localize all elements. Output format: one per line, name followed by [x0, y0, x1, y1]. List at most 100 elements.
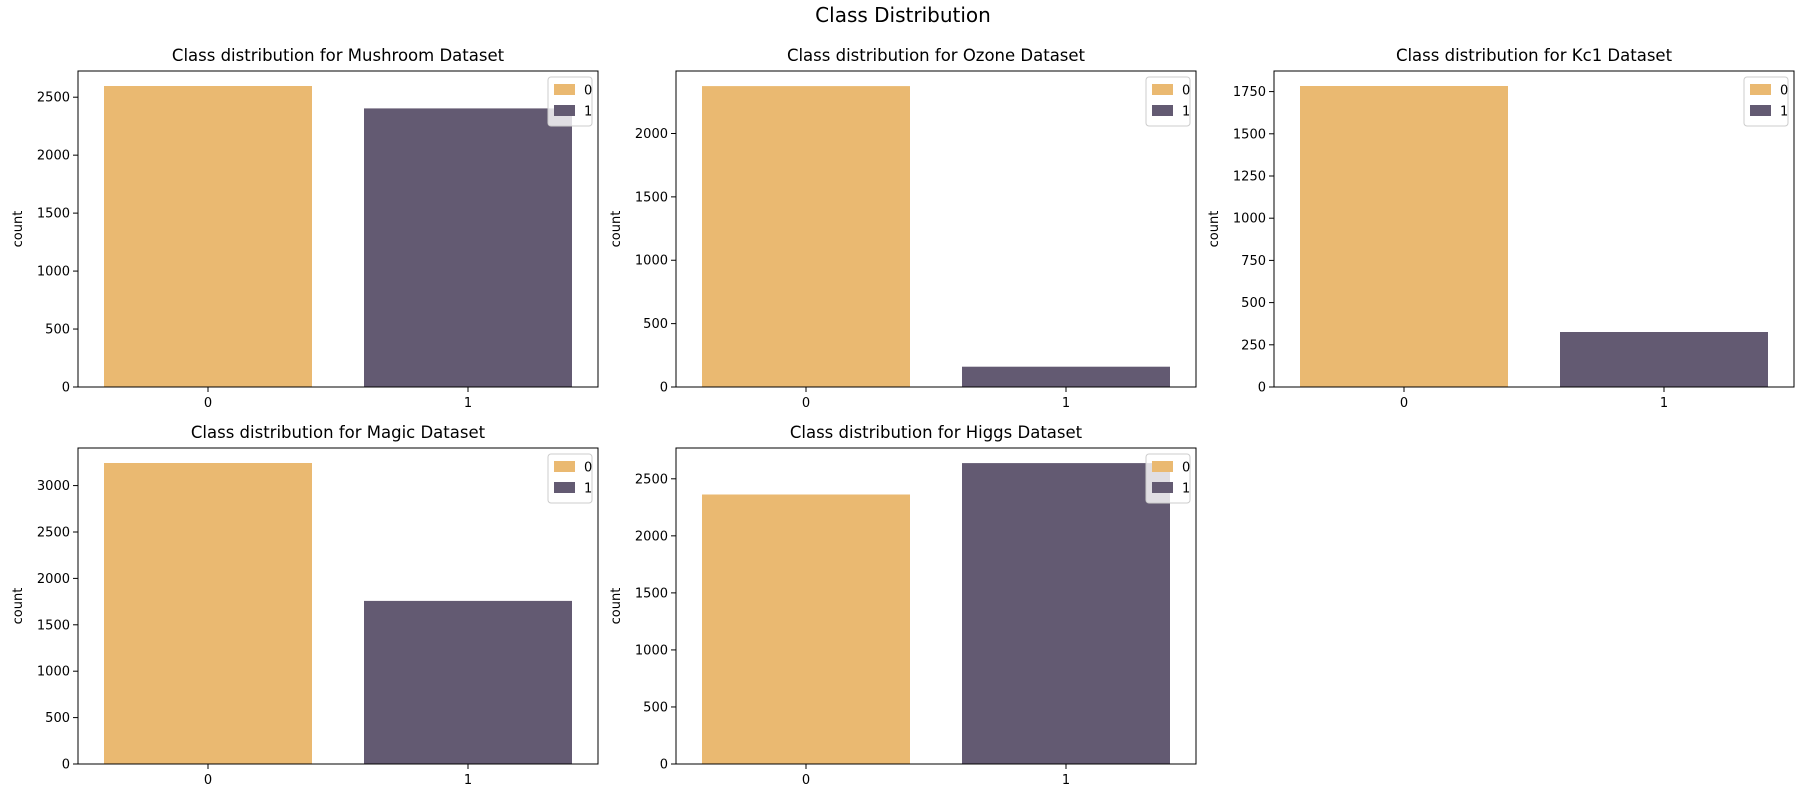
- legend-label-0: 0: [584, 461, 592, 476]
- y-tick-label: 500: [45, 711, 70, 726]
- y-tick-label: 0: [660, 758, 668, 773]
- y-tick-label: 0: [62, 381, 70, 396]
- bar-class-1: [364, 108, 572, 388]
- y-tick-label: 3000: [37, 479, 70, 494]
- x-tick-label: 1: [1660, 396, 1668, 411]
- legend-label-0: 0: [584, 84, 592, 99]
- x-tick-label: 0: [204, 773, 212, 788]
- x-tick-label: 0: [802, 773, 810, 788]
- legend-label-0: 0: [1182, 84, 1190, 99]
- legend-swatch-0: [1750, 84, 1771, 95]
- legend-swatch-1: [1152, 105, 1173, 116]
- y-axis-label: count: [609, 211, 624, 248]
- y-tick-label: 1500: [37, 618, 70, 633]
- chart-title: Class distribution for Kc1 Dataset: [1396, 46, 1673, 65]
- legend-label-0: 0: [1780, 84, 1788, 99]
- chart-title: Class distribution for Higgs Dataset: [790, 423, 1083, 442]
- y-tick-label: 1000: [635, 254, 668, 269]
- legend-swatch-1: [1750, 105, 1771, 116]
- axes-frame: [1273, 70, 1795, 388]
- y-tick-label: 2500: [37, 525, 70, 540]
- y-tick-label: 250: [1241, 338, 1266, 353]
- y-tick-label: 750: [1241, 254, 1266, 269]
- chart-title: Class distribution for Ozone Dataset: [787, 46, 1086, 65]
- y-tick-label: 1000: [37, 665, 70, 680]
- bar-class-0: [104, 86, 312, 387]
- y-tick-label: 2000: [37, 572, 70, 587]
- bar-class-1: [962, 463, 1170, 764]
- x-tick-label: 0: [204, 396, 212, 411]
- x-tick-label: 0: [1400, 396, 1408, 411]
- legend-label-0: 0: [1182, 461, 1190, 476]
- legend: 01: [1145, 76, 1191, 127]
- y-tick-label: 2000: [37, 149, 70, 164]
- bar-class-1: [1560, 332, 1768, 387]
- y-tick-label: 500: [643, 700, 668, 715]
- bar-class-0: [702, 494, 910, 764]
- y-tick-label: 1500: [635, 190, 668, 205]
- bar-class-1: [364, 600, 572, 764]
- y-tick-label: 2000: [635, 529, 668, 544]
- legend-label-1: 1: [584, 105, 592, 120]
- legend: 01: [547, 76, 593, 127]
- y-axis-label: count: [609, 588, 624, 625]
- y-tick-label: 500: [643, 317, 668, 332]
- y-axis-label: count: [1207, 211, 1222, 248]
- bar-class-0: [1300, 86, 1508, 387]
- chart-title: Class distribution for Mushroom Dataset: [172, 46, 505, 65]
- legend: 01: [1145, 453, 1191, 504]
- y-tick-label: 500: [45, 323, 70, 338]
- y-tick-label: 1250: [1233, 169, 1266, 184]
- y-tick-label: 2500: [37, 91, 70, 106]
- axes-frame: [675, 70, 1197, 388]
- y-tick-label: 2000: [635, 127, 668, 142]
- axes-frame: [77, 70, 599, 388]
- figure-title: Class Distribution: [815, 3, 991, 27]
- axes-frame: [675, 447, 1197, 765]
- chart-title: Class distribution for Magic Dataset: [191, 423, 486, 442]
- axes-frame: [77, 447, 599, 765]
- y-tick-label: 500: [1241, 296, 1266, 311]
- legend: 01: [547, 453, 593, 504]
- x-tick-label: 1: [1062, 396, 1070, 411]
- y-tick-label: 1000: [37, 265, 70, 280]
- x-tick-label: 1: [1062, 773, 1070, 788]
- x-tick-label: 1: [464, 773, 472, 788]
- y-tick-label: 1500: [1233, 127, 1266, 142]
- legend-swatch-1: [554, 482, 575, 493]
- bar-class-0: [104, 463, 312, 764]
- legend-swatch-1: [1152, 482, 1173, 493]
- legend-label-1: 1: [1780, 105, 1788, 120]
- y-tick-label: 0: [660, 381, 668, 396]
- y-tick-label: 1000: [1233, 212, 1266, 227]
- legend-swatch-0: [554, 461, 575, 472]
- legend-swatch-0: [1152, 84, 1173, 95]
- y-tick-label: 0: [62, 758, 70, 773]
- x-tick-label: 1: [464, 396, 472, 411]
- y-tick-label: 2500: [635, 472, 668, 487]
- bar-class-1: [962, 366, 1170, 387]
- y-tick-label: 1000: [635, 643, 668, 658]
- y-tick-label: 1500: [37, 207, 70, 222]
- legend-swatch-0: [1152, 461, 1173, 472]
- legend-label-1: 1: [1182, 482, 1190, 497]
- legend-label-1: 1: [584, 482, 592, 497]
- bar-class-0: [702, 86, 910, 387]
- legend-swatch-0: [554, 84, 575, 95]
- y-tick-label: 0: [1258, 381, 1266, 396]
- legend-swatch-1: [554, 105, 575, 116]
- x-tick-label: 0: [802, 396, 810, 411]
- y-axis-label: count: [11, 211, 26, 248]
- legend: 01: [1743, 76, 1789, 127]
- legend-label-1: 1: [1182, 105, 1190, 120]
- y-tick-label: 1500: [635, 586, 668, 601]
- y-tick-label: 1750: [1233, 85, 1266, 100]
- y-axis-label: count: [11, 588, 26, 625]
